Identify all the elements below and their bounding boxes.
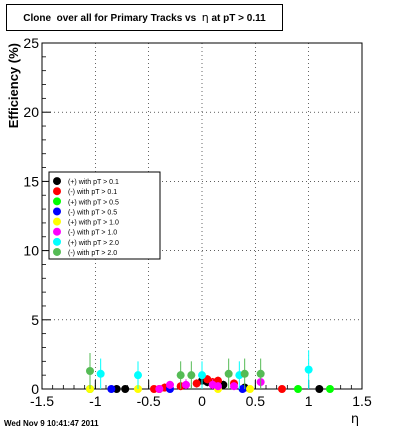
y-tick-label: 5 [31, 312, 39, 328]
data-points [86, 350, 334, 393]
x-tick-label: -0.5 [137, 393, 161, 409]
data-point [315, 385, 324, 393]
legend: (+) with pT > 0.1 (-) with pT > 0.1 (+) wi… [48, 171, 161, 260]
chart-title-text: Clone over all for Primary Tracks vs [23, 13, 202, 24]
legend-marker [53, 187, 61, 196]
legend-label: (+) with pT > 1.0 [68, 220, 119, 227]
chart-title-symbol: η [201, 11, 209, 24]
chart-title-cut: at pT > 0.11 [208, 13, 266, 24]
legend-label: (+) with pT > 0.1 [68, 179, 119, 186]
legend-marker [53, 247, 61, 256]
data-point [176, 371, 185, 380]
legend-marker [53, 177, 61, 186]
data-point [182, 380, 190, 389]
x-tick-label: -1.5 [30, 393, 54, 409]
legend-marker [53, 207, 61, 216]
y-tick-label: 15 [23, 173, 39, 189]
legend-marker [53, 197, 61, 206]
data-point [198, 371, 206, 380]
data-point [230, 382, 238, 391]
data-point [155, 385, 164, 393]
legend-label: (+) with pT > 0.5 [68, 199, 119, 206]
data-point [304, 365, 313, 374]
y-tick-label: 10 [23, 243, 39, 259]
data-point [134, 371, 142, 380]
legend-label: (-) with pT > 2.0 [68, 250, 117, 257]
data-point [187, 371, 196, 380]
legend-label: (+) with pT > 2.0 [68, 240, 119, 247]
x-tick-label: 1.5 [352, 393, 372, 409]
data-point [214, 382, 222, 391]
legend-marker [53, 227, 61, 236]
data-point [240, 369, 249, 378]
y-tick-label: 0 [31, 381, 39, 397]
data-point [278, 385, 286, 393]
data-point [256, 369, 265, 378]
x-tick-label: 1 [305, 393, 313, 409]
x-tick-label: 0 [198, 393, 206, 409]
data-point [246, 385, 254, 393]
legend-box [48, 171, 161, 260]
legend-label: (-) with pT > 1.0 [68, 230, 117, 237]
data-point [224, 369, 233, 378]
chart-title: Clone over all for Primary Tracks vs η a… [6, 4, 283, 31]
legend-marker [53, 217, 61, 226]
data-point [294, 385, 302, 393]
legend-label: (-) with pT > 0.5 [68, 209, 117, 216]
timestamp-footer: Wed Nov 9 10:41:47 2011 [4, 419, 99, 428]
data-point [96, 369, 105, 378]
x-tick-label: -1 [89, 393, 102, 409]
legend-marker [53, 237, 61, 246]
x-tick-label: 0.5 [246, 393, 266, 409]
data-point [121, 385, 130, 393]
data-point [86, 367, 94, 376]
y-axis-label: Efficiency (%) [6, 43, 21, 128]
data-point [166, 380, 174, 389]
x-axis-label: η [351, 412, 359, 427]
data-point [107, 385, 116, 393]
y-tick-label: 20 [23, 104, 39, 120]
data-point [192, 379, 201, 388]
legend-label: (-) with pT > 0.1 [68, 189, 117, 196]
data-point [326, 385, 334, 393]
y-tick-label: 25 [23, 35, 39, 51]
